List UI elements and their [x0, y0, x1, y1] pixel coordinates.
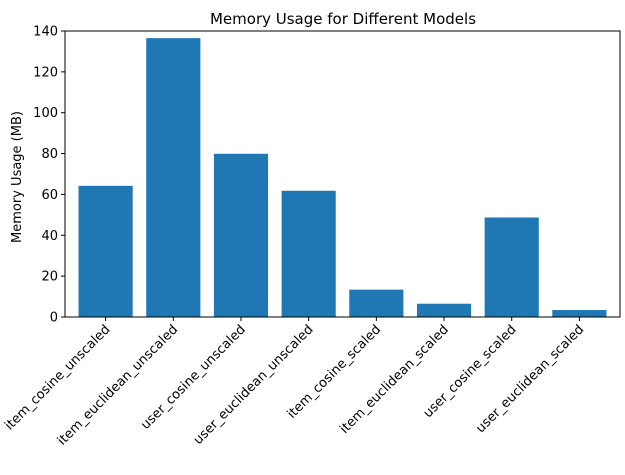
y-ticks-layer: 0 20 40 60 80 100 120 140 [33, 25, 65, 326]
x-tick-label: user_euclidean_scaled [473, 322, 587, 436]
y-tick-label: 0 [50, 311, 58, 326]
y-tick-label: 20 [41, 270, 58, 285]
bar-item-euclidean-scaled [416, 303, 472, 317]
bar-user-cosine-unscaled [213, 153, 269, 317]
y-tick-label: 60 [41, 188, 58, 203]
y-axis-label: Memory Usage (MB) [10, 111, 25, 243]
bar-user-euclidean-scaled [552, 310, 607, 317]
bar-user-cosine-scaled [484, 217, 539, 317]
bar-item-cosine-unscaled [78, 185, 133, 317]
x-tick-label: user_euclidean_unscaled [191, 322, 317, 448]
bar-item-euclidean-unscaled [146, 38, 201, 318]
bars-layer [78, 38, 607, 318]
y-tick-label: 100 [33, 106, 58, 121]
bar-user-euclidean-unscaled [281, 190, 336, 317]
plot-frame [64, 30, 621, 318]
bar-item-cosine-scaled [349, 289, 404, 317]
y-tick-label: 40 [41, 229, 58, 244]
y-tick-label: 80 [41, 147, 58, 162]
x-ticks-layer: item_cosine_unscaleditem_euclidean_unsca… [2, 317, 587, 449]
chart-title: Memory Usage for Different Models [210, 10, 476, 28]
x-tick-label: item_euclidean_unscaled [55, 322, 181, 448]
y-tick-label: 120 [33, 65, 58, 80]
y-tick-label: 140 [33, 25, 58, 40]
x-tick-label: item_euclidean_scaled [337, 322, 452, 437]
